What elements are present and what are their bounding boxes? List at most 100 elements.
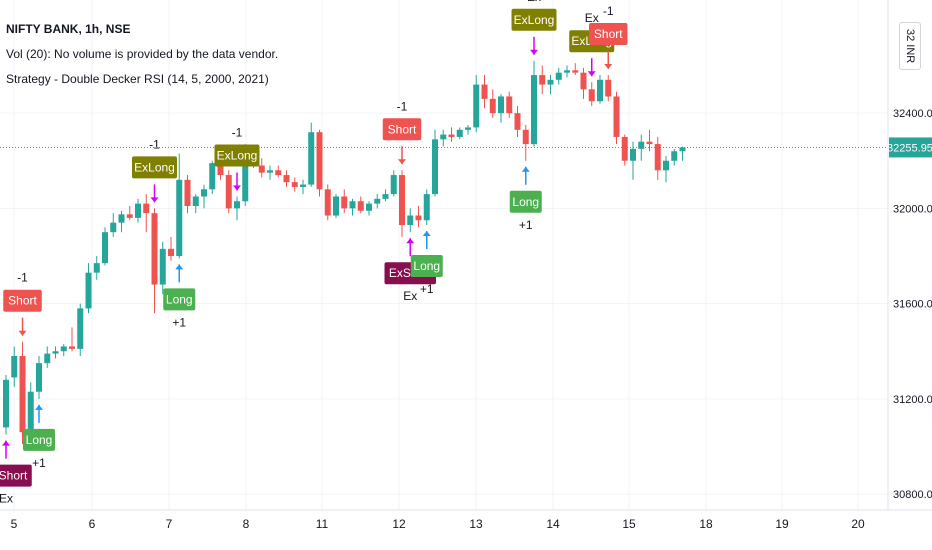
signal-arrow-head (521, 166, 530, 172)
candle-body (316, 132, 323, 190)
candle-body (184, 179, 191, 206)
candle-body (85, 272, 92, 309)
signal-note: -1 (232, 125, 243, 139)
signal-flag (23, 428, 55, 451)
candle-body (514, 113, 521, 130)
candle-body (300, 184, 306, 187)
signal-note: +1 (32, 456, 46, 470)
candle-body (118, 214, 125, 223)
candle-body (498, 96, 504, 114)
candle-body (415, 215, 422, 221)
date-tick-label: 8 (243, 517, 250, 531)
candle-body (168, 248, 174, 256)
signal-note: -1 (17, 271, 28, 285)
candle-body (440, 134, 447, 140)
candle-body (374, 198, 381, 204)
candle-body (539, 75, 546, 85)
signal-exshort: ExShort Ex (0, 440, 32, 506)
signal-label: Long (166, 292, 193, 306)
signal-label: ExShort (0, 469, 28, 483)
price-axis[interactable]: 32400.00 32000.00 31600.00 31200.00 30800.00 (893, 108, 932, 501)
candle-body (671, 151, 678, 161)
candle-body (11, 356, 18, 378)
candle-body (77, 308, 84, 349)
candle-body (605, 79, 612, 97)
candle-body (572, 70, 579, 73)
candle-body (613, 96, 620, 137)
candle-body (531, 75, 537, 145)
signal-flag (132, 156, 177, 179)
signal-note: -1 (397, 99, 408, 113)
candle-body (44, 353, 51, 364)
signal-arrow-head (406, 238, 415, 244)
date-tick-label: 12 (392, 517, 406, 531)
candle-body (209, 163, 216, 190)
candle-body (176, 179, 183, 256)
candle-body (275, 170, 282, 176)
signal-note: Ex (0, 492, 13, 506)
last-price-label: 32255.95 (887, 142, 932, 154)
candle-body (102, 232, 108, 264)
last-price-badge: 32255.95 (887, 137, 932, 158)
candle-body (481, 84, 488, 99)
candle-body (3, 379, 9, 428)
signal-short: Short -1 (3, 271, 42, 336)
signal-arrow-head (398, 159, 406, 165)
candle-body (151, 213, 158, 285)
signal-long: Long +1 (163, 264, 196, 329)
candle-body (630, 148, 636, 161)
candle-body (52, 351, 59, 354)
date-tick-label: 11 (316, 517, 329, 531)
candle-body (36, 363, 42, 392)
candle-body (432, 139, 438, 195)
date-tick-label: 15 (622, 517, 636, 531)
signal-label: Short (388, 122, 417, 136)
candle-body (506, 96, 513, 114)
signal-note: -1 (603, 4, 614, 18)
candle-body (580, 72, 587, 90)
signal-note: -1 (149, 137, 160, 151)
signal-flag (0, 464, 32, 487)
candle-body (258, 165, 265, 173)
candle-body (143, 203, 150, 214)
candle-body (448, 134, 455, 137)
candle-body (234, 201, 240, 209)
currency-unit-button[interactable]: 32 INR (899, 22, 921, 70)
price-tick-label: 30800.00 (893, 489, 932, 501)
signal-arrow-head (587, 71, 596, 77)
signal-short: Short -1 (382, 99, 422, 165)
signal-label: Long (26, 433, 53, 447)
candle-body (621, 136, 628, 161)
date-tick-label: 6 (89, 517, 96, 531)
price-tick-label: 32000.00 (893, 203, 932, 215)
signal-note: +1 (420, 282, 434, 296)
candle-body (663, 160, 669, 171)
candle-body (407, 215, 414, 226)
signal-arrow-head (175, 264, 184, 270)
candle-body (382, 194, 389, 199)
signal-flag (3, 289, 42, 312)
signal-arrow-head (530, 49, 538, 55)
signal-label: Short (594, 27, 623, 41)
date-tick-label: 13 (469, 517, 483, 531)
signal-exlong: ExLong -1 (214, 125, 260, 191)
candle-body (423, 194, 430, 221)
signal-flag (410, 255, 443, 278)
candle-body (456, 129, 463, 137)
signal-flag (509, 190, 542, 213)
candle-body (135, 203, 141, 218)
signal-label: ExLong (217, 148, 258, 162)
price-tick-label: 32400.00 (893, 108, 932, 120)
signal-arrow-head (2, 440, 10, 446)
strategy-legend[interactable]: Strategy - Double Decker RSI (14, 5, 200… (6, 72, 269, 86)
time-axis[interactable]: 5 6 7 8 11 12 13 14 15 18 19 20 (11, 517, 865, 531)
candle-body (27, 391, 34, 433)
signal-label: Long (512, 195, 539, 209)
signal-label: ExLong (514, 13, 555, 27)
signal-exlong: ExLong -1 (132, 137, 177, 203)
date-tick-label: 14 (546, 517, 560, 531)
candle-body (349, 201, 356, 209)
candle-body (291, 182, 298, 187)
candle-body (357, 201, 364, 211)
